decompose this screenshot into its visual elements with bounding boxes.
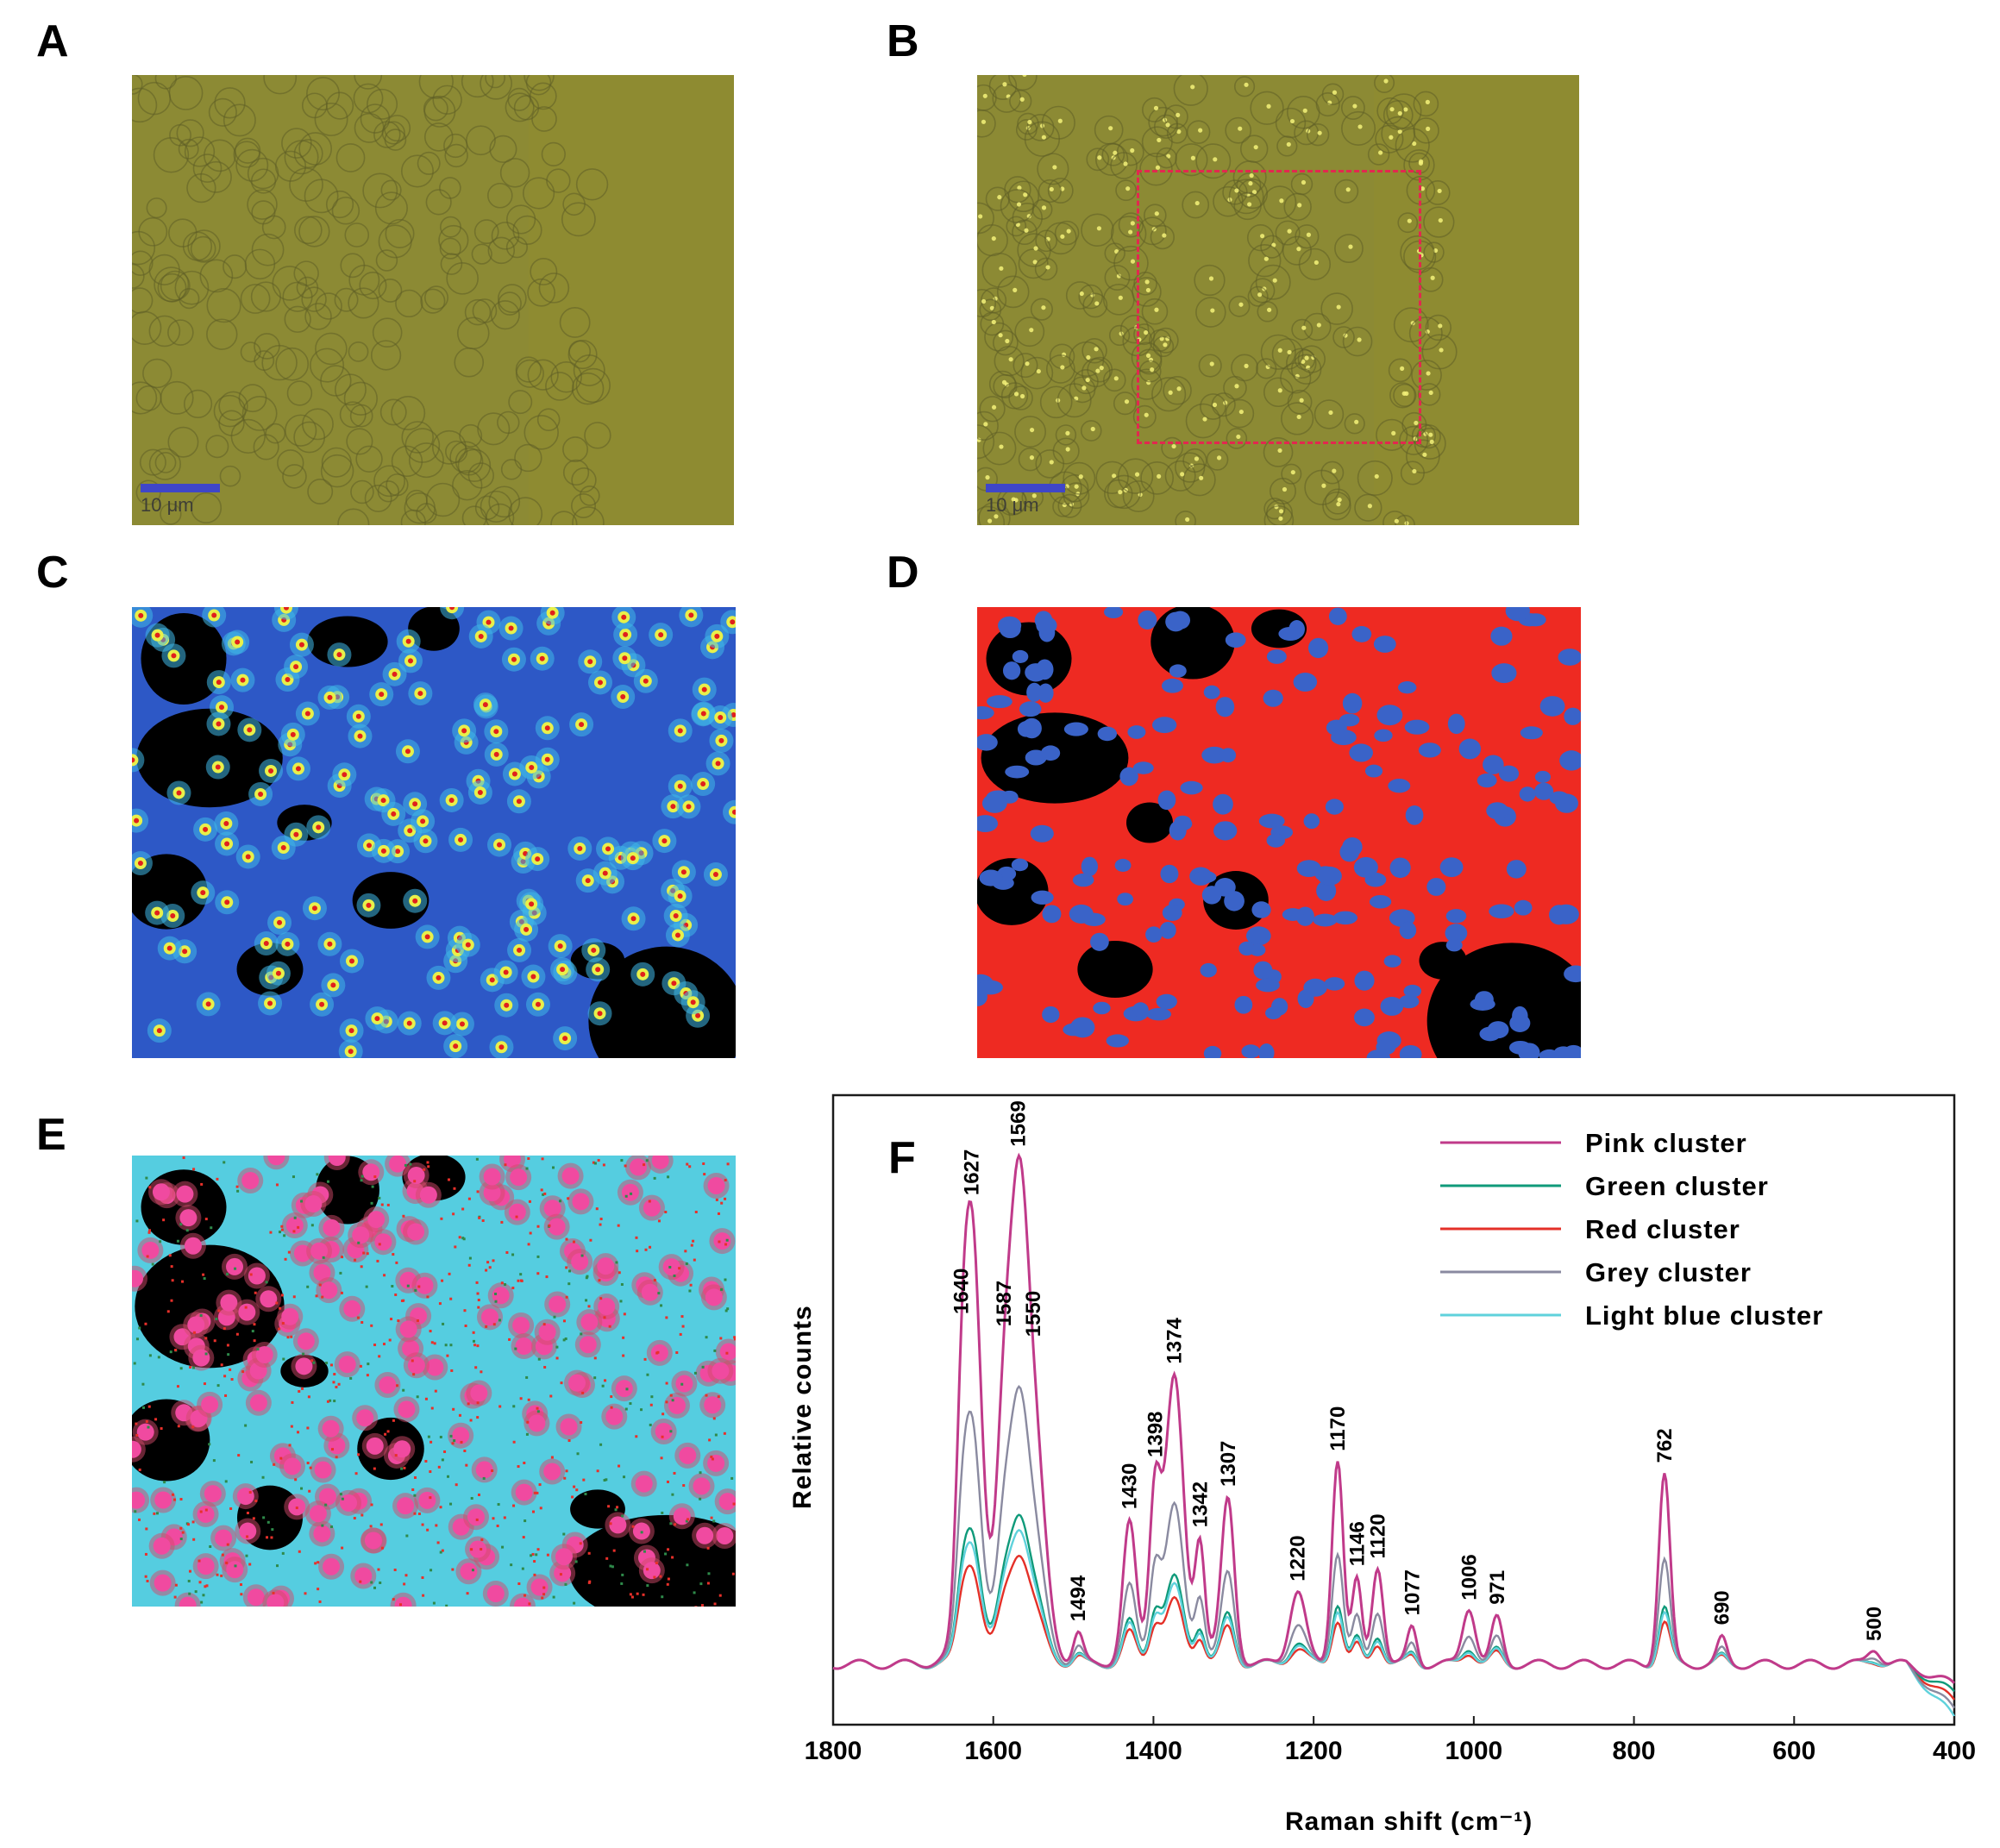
- peak-label: 1587: [993, 1281, 1016, 1326]
- peak-label: 1550: [1022, 1291, 1045, 1337]
- legend-entry: Grey cluster: [1585, 1257, 1752, 1287]
- legend-entry: Light blue cluster: [1585, 1300, 1823, 1331]
- x-tick-label: 1600: [964, 1737, 1022, 1765]
- peak-label: 1627: [961, 1150, 984, 1195]
- brightfield-image-a: 10 μm: [132, 75, 734, 525]
- peak-label: 690: [1711, 1590, 1734, 1625]
- scale-bar-label: 10 μm: [141, 494, 194, 516]
- spectrum-line-pink-cluster: [832, 1152, 1956, 1684]
- raman-intensity-map-c: [132, 607, 736, 1058]
- x-tick-label: 1800: [805, 1737, 862, 1765]
- x-tick-label: 1400: [1125, 1737, 1182, 1765]
- peak-label: 1342: [1188, 1482, 1212, 1527]
- peak-label: 1146: [1345, 1521, 1369, 1566]
- x-axis-ticks: 1800 1600 1400 1200 1000 800 600 400: [805, 1716, 1976, 1765]
- panel-label-b: B: [887, 16, 919, 66]
- spectra-group: [832, 1152, 1956, 1717]
- peak-label: 1398: [1144, 1412, 1167, 1457]
- peak-label: 1170: [1326, 1406, 1350, 1451]
- peak-label: 1220: [1287, 1535, 1310, 1581]
- panel-label-e: E: [36, 1110, 66, 1160]
- spectrum-line-grey-cluster: [832, 1385, 1955, 1709]
- x-tick-label: 600: [1772, 1737, 1815, 1765]
- legend-entry: Green cluster: [1585, 1171, 1769, 1201]
- cluster-map-e: [132, 1156, 736, 1607]
- x-tick-label: 1200: [1285, 1737, 1343, 1765]
- x-tick-label: 800: [1613, 1737, 1656, 1765]
- peak-label: 1640: [950, 1269, 974, 1314]
- peak-label: 500: [1863, 1607, 1886, 1641]
- y-axis-label: Relative counts: [788, 1305, 817, 1509]
- peak-label: 1374: [1163, 1318, 1187, 1364]
- peak-label: 1077: [1401, 1569, 1424, 1615]
- peak-label: 762: [1653, 1428, 1677, 1463]
- panel-label-c: C: [36, 548, 69, 598]
- peak-label: 1006: [1458, 1554, 1481, 1600]
- legend: Pink cluster Green cluster Red cluster Grey…: [1440, 1128, 1823, 1331]
- plot-frame: [831, 1093, 1956, 1726]
- scale-bar: [986, 484, 1065, 492]
- raman-spectra-chart-f: F 1640 1627 1587 1569 1550 1494 1430 1398 1374 13…: [785, 1078, 1984, 1845]
- cluster-map-d: [977, 607, 1581, 1058]
- peak-label: 971: [1486, 1570, 1509, 1605]
- panel-label-d: D: [887, 548, 919, 598]
- peak-label: 1307: [1217, 1441, 1240, 1487]
- peak-label: 1494: [1067, 1575, 1090, 1621]
- peak-label: 1569: [1007, 1100, 1031, 1146]
- scale-bar-label: 10 μm: [986, 494, 1039, 516]
- spectrum-line-light-blue-cluster: [832, 1529, 1956, 1717]
- x-tick-label: 400: [1933, 1737, 1976, 1765]
- panel-label-a: A: [36, 16, 69, 66]
- peak-label: 1430: [1119, 1463, 1142, 1509]
- peak-label: 1120: [1366, 1513, 1389, 1558]
- legend-entry: Pink cluster: [1585, 1128, 1747, 1158]
- x-axis-label: Raman shift (cm⁻¹): [1285, 1807, 1533, 1836]
- legend-entry: Red cluster: [1585, 1214, 1740, 1244]
- scale-bar: [141, 484, 220, 492]
- x-tick-label: 1000: [1445, 1737, 1502, 1765]
- panel-label-f: F: [888, 1133, 916, 1183]
- brightfield-image-b: 10 μm: [977, 75, 1579, 525]
- region-of-interest-box: [1137, 170, 1421, 444]
